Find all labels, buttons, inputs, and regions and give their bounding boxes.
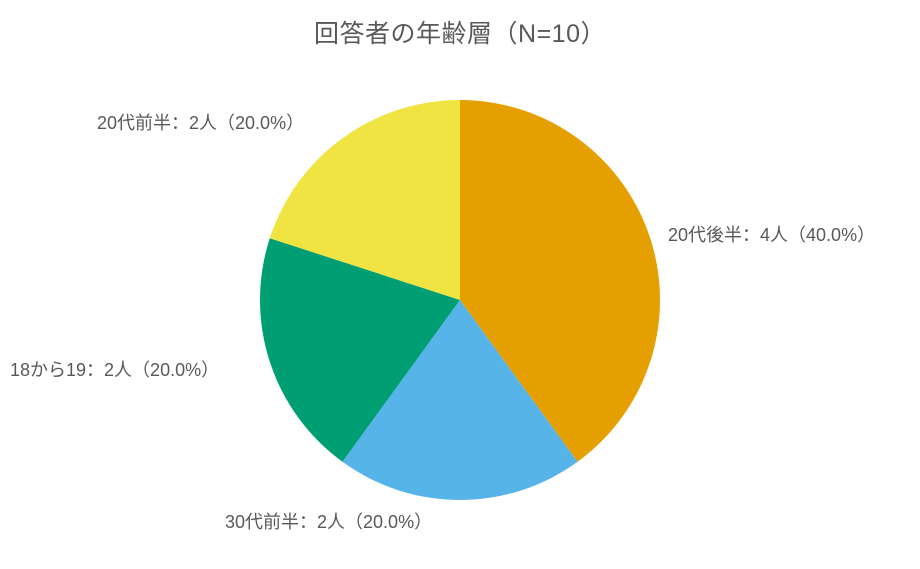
pie-slice-3: [269, 100, 460, 300]
pie-slice-0: [460, 100, 660, 462]
pie-label-20dai-zenhan: 20代前半：2人（20.0%）: [97, 113, 305, 133]
pie-label-18kara19: 18から19：2人（20.0%）: [10, 360, 220, 380]
chart-title: 回答者の年齢層（N=10）: [314, 20, 606, 48]
pie-slice-2: [260, 238, 460, 462]
pie-label-20dai-kouhan: 20代後半：4人（40.0%）: [668, 225, 876, 245]
pie-slice-1: [342, 300, 578, 500]
pie-label-30dai-zenhan: 30代前半：2人（20.0%）: [225, 512, 433, 532]
